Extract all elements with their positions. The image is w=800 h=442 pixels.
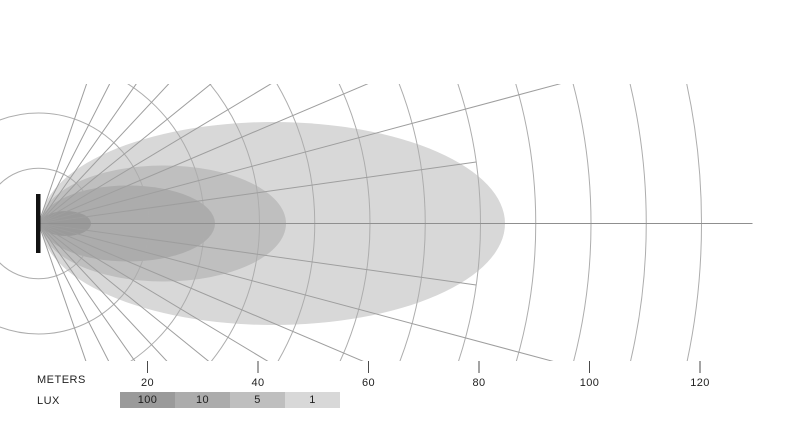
beam-angle-ray <box>38 223 210 361</box>
beam-angle-ray <box>38 84 562 224</box>
beam-angle-ray <box>38 223 168 361</box>
beam-angle-ray <box>38 84 88 224</box>
tick-label-80m: 80 <box>472 377 485 389</box>
beam-angle-ray <box>38 223 136 361</box>
beam-angle-ray <box>38 84 212 224</box>
beam-angle-ray <box>38 84 272 224</box>
beam-angle-ray <box>38 223 87 361</box>
legend-swatch-10-lux: 10 <box>175 392 230 408</box>
tick-label-40m: 40 <box>251 377 264 389</box>
beam-angle-ray <box>38 84 170 224</box>
tick-label-60m: 60 <box>362 377 375 389</box>
lux-legend-bar: 100 10 5 1 <box>120 392 340 408</box>
tick-label-100m: 100 <box>580 377 600 389</box>
tick-label-20m: 20 <box>141 377 154 389</box>
legend-swatch-5-lux: 5 <box>230 392 285 408</box>
meters-axis-label: METERS <box>37 374 86 386</box>
beam-angle-ray <box>38 223 110 361</box>
beam-angle-ray <box>38 223 554 361</box>
beam-angle-ray <box>38 223 477 286</box>
beam-angle-ray <box>38 161 477 224</box>
beam-angle-ray <box>38 84 137 224</box>
beam-angle-ray <box>38 84 111 224</box>
lamp-source-marker <box>36 194 41 253</box>
beam-angle-ray <box>38 223 269 361</box>
lux-legend-label: LUX <box>37 395 60 407</box>
meter-ticks: 20 40 60 80 100 120 <box>141 361 710 389</box>
legend-swatch-100-lux: 100 <box>120 392 175 408</box>
beam-angle-ray <box>38 223 364 361</box>
legend-swatch-1-lux: 1 <box>285 392 340 408</box>
tick-label-120m: 120 <box>690 377 710 389</box>
beam-angle-ray <box>38 84 369 224</box>
